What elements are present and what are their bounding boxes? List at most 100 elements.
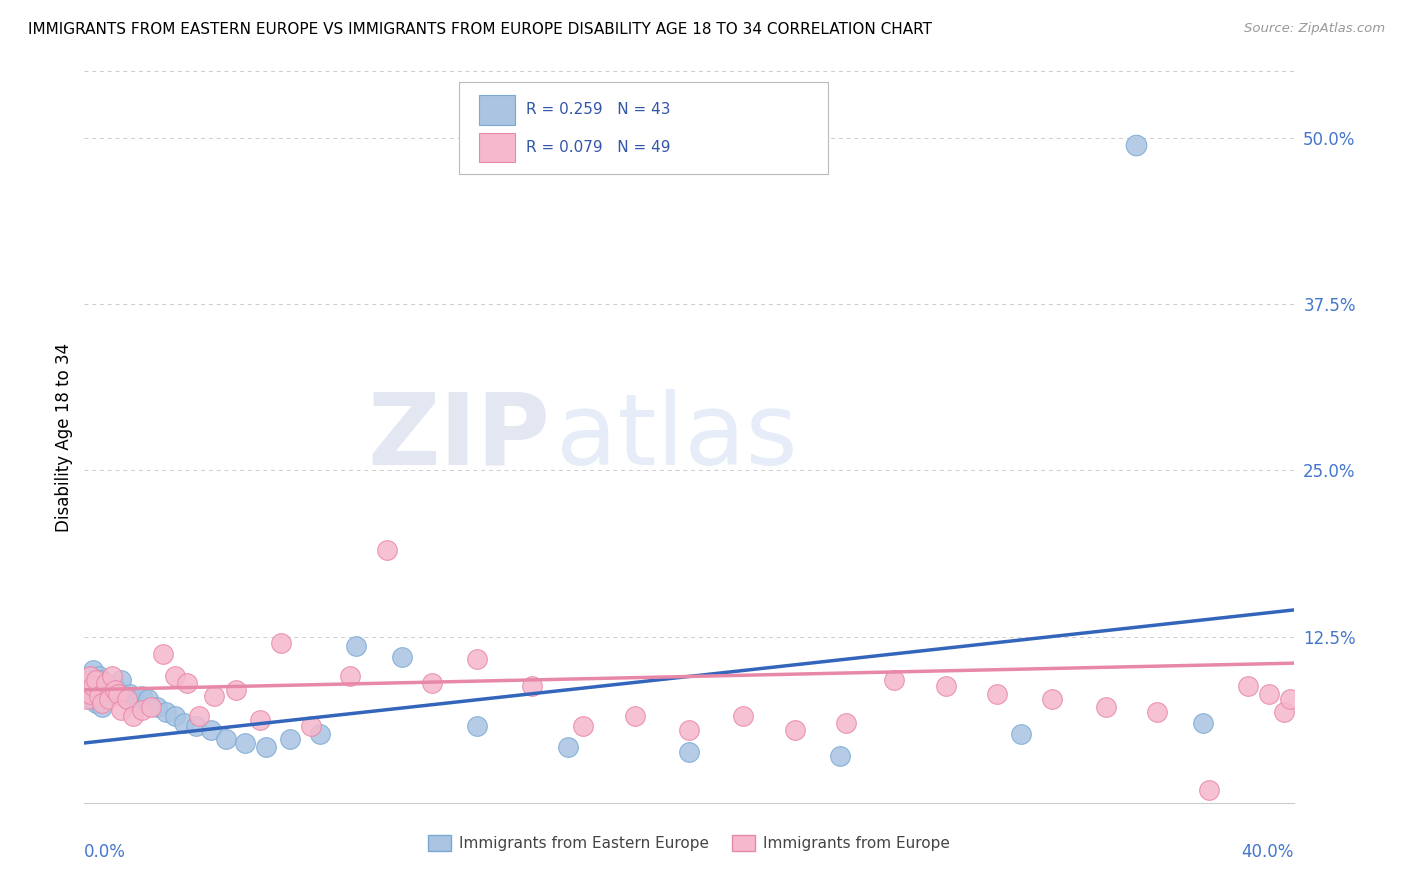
Point bbox=[152, 647, 174, 661]
FancyBboxPatch shape bbox=[478, 133, 515, 162]
Point bbox=[1198, 782, 1220, 797]
Point bbox=[165, 709, 187, 723]
Point bbox=[76, 687, 98, 701]
Point bbox=[1146, 706, 1168, 720]
Point bbox=[225, 682, 247, 697]
Point bbox=[1192, 716, 1215, 731]
Point bbox=[1125, 137, 1147, 152]
Text: Source: ZipAtlas.com: Source: ZipAtlas.com bbox=[1244, 22, 1385, 36]
Point bbox=[883, 673, 905, 688]
FancyBboxPatch shape bbox=[478, 95, 515, 125]
Point bbox=[110, 673, 132, 688]
Point bbox=[233, 736, 256, 750]
Point bbox=[339, 669, 361, 683]
Point bbox=[86, 673, 108, 688]
Point bbox=[830, 749, 852, 764]
Point bbox=[572, 719, 595, 733]
Point bbox=[82, 679, 104, 693]
Point bbox=[94, 679, 117, 693]
Point bbox=[100, 669, 122, 683]
Point bbox=[1011, 726, 1033, 740]
Point bbox=[146, 700, 169, 714]
Point bbox=[91, 700, 114, 714]
Point bbox=[375, 543, 398, 558]
Point bbox=[309, 726, 332, 740]
Point bbox=[1095, 700, 1118, 714]
Point bbox=[420, 676, 443, 690]
Point bbox=[115, 692, 138, 706]
Point bbox=[215, 731, 238, 746]
Point bbox=[115, 692, 138, 706]
Point bbox=[173, 716, 195, 731]
Text: 40.0%: 40.0% bbox=[1241, 843, 1294, 861]
Point bbox=[176, 676, 198, 690]
Point bbox=[1040, 692, 1063, 706]
Point bbox=[76, 676, 98, 690]
Point bbox=[97, 682, 120, 697]
Point bbox=[986, 687, 1008, 701]
Point bbox=[391, 649, 413, 664]
Legend: Immigrants from Eastern Europe, Immigrants from Europe: Immigrants from Eastern Europe, Immigran… bbox=[422, 830, 956, 857]
Point bbox=[118, 687, 141, 701]
Text: R = 0.079   N = 49: R = 0.079 N = 49 bbox=[526, 140, 671, 155]
Point bbox=[82, 682, 104, 697]
Point bbox=[249, 714, 271, 728]
Point bbox=[91, 696, 114, 710]
Point bbox=[520, 679, 543, 693]
Point bbox=[100, 687, 122, 701]
Point bbox=[131, 690, 153, 704]
Point bbox=[346, 639, 368, 653]
FancyBboxPatch shape bbox=[460, 82, 828, 174]
Point bbox=[104, 679, 127, 693]
Point bbox=[139, 700, 162, 714]
Point bbox=[678, 723, 700, 737]
Point bbox=[557, 739, 579, 754]
Point bbox=[1274, 706, 1296, 720]
Point bbox=[89, 690, 111, 704]
Point bbox=[202, 690, 225, 704]
Point bbox=[155, 706, 177, 720]
Point bbox=[136, 692, 159, 706]
Point bbox=[79, 669, 101, 683]
Point bbox=[783, 723, 806, 737]
Point bbox=[165, 669, 187, 683]
Point bbox=[1237, 679, 1260, 693]
Point bbox=[89, 669, 111, 683]
Point bbox=[104, 682, 127, 697]
Text: ZIP: ZIP bbox=[367, 389, 550, 485]
Point bbox=[112, 690, 135, 704]
Point bbox=[1258, 687, 1281, 701]
Point bbox=[467, 719, 489, 733]
Point bbox=[86, 696, 108, 710]
Point bbox=[89, 690, 111, 704]
Point bbox=[254, 739, 277, 754]
Text: IMMIGRANTS FROM EASTERN EUROPE VS IMMIGRANTS FROM EUROPE DISABILITY AGE 18 TO 34: IMMIGRANTS FROM EASTERN EUROPE VS IMMIGR… bbox=[28, 22, 932, 37]
Point bbox=[121, 709, 143, 723]
Point bbox=[94, 676, 117, 690]
Point bbox=[678, 745, 700, 759]
Text: R = 0.259   N = 43: R = 0.259 N = 43 bbox=[526, 103, 671, 118]
Point bbox=[79, 669, 101, 683]
Point bbox=[91, 673, 114, 688]
Point bbox=[935, 679, 957, 693]
Point bbox=[131, 703, 153, 717]
Point bbox=[733, 709, 755, 723]
Point bbox=[467, 652, 489, 666]
Point bbox=[835, 716, 858, 731]
Point bbox=[299, 719, 322, 733]
Point bbox=[107, 685, 129, 699]
Point bbox=[623, 709, 645, 723]
Point bbox=[76, 692, 98, 706]
Point bbox=[270, 636, 292, 650]
Text: atlas: atlas bbox=[555, 389, 797, 485]
Y-axis label: Disability Age 18 to 34: Disability Age 18 to 34 bbox=[55, 343, 73, 532]
Point bbox=[1279, 692, 1302, 706]
Point bbox=[278, 731, 301, 746]
Point bbox=[125, 696, 148, 710]
Point bbox=[79, 692, 101, 706]
Point bbox=[86, 676, 108, 690]
Point bbox=[107, 687, 129, 701]
Point bbox=[82, 663, 104, 677]
Point bbox=[79, 687, 101, 701]
Point bbox=[110, 703, 132, 717]
